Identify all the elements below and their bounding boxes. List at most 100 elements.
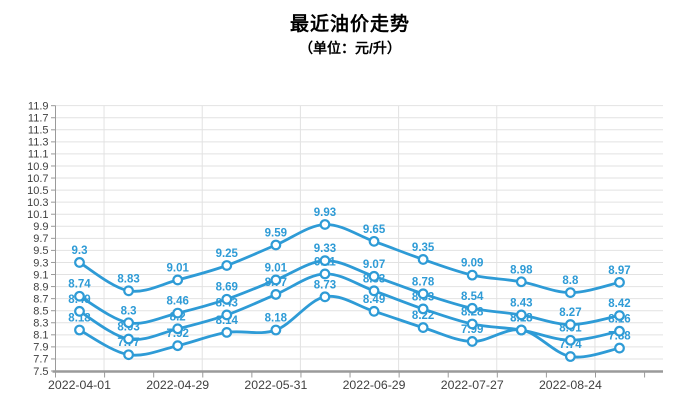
price-line-3-marker xyxy=(270,289,282,300)
chart-subtitle: （单位：元/升） xyxy=(299,40,401,56)
price-line-2-data-label: 8.46 xyxy=(166,296,188,308)
price-line-3-marker xyxy=(221,309,233,321)
price-line-1-marker xyxy=(417,254,429,265)
y-axis-label: 7.5 xyxy=(33,366,48,378)
price-line-4-marker xyxy=(565,351,576,362)
y-axis-label: 11.3 xyxy=(28,137,49,149)
y-axis-label: 10.5 xyxy=(27,185,48,197)
price-line-1-data-label: 9.65 xyxy=(363,224,386,236)
price-line-3-marker xyxy=(368,285,380,297)
price-line-4-marker xyxy=(172,340,184,352)
price-line-3-marker xyxy=(565,334,576,346)
price-line-1-data-label: 8.83 xyxy=(117,273,139,285)
y-axis-label: 8.7 xyxy=(33,293,48,305)
price-line-1-marker xyxy=(221,260,233,271)
price-line-3-marker xyxy=(319,268,331,280)
price-line-2-marker xyxy=(123,317,134,329)
x-axis-label: 2022-07-27 xyxy=(441,378,504,392)
price-line-2-data-label: 8.54 xyxy=(461,291,484,303)
price-line-1-path xyxy=(78,223,621,295)
y-axis-label: 7.7 xyxy=(33,354,48,366)
price-line-1-marker xyxy=(270,239,282,251)
price-line-4-data-label: 8.22 xyxy=(412,310,434,322)
price-line-4-marker xyxy=(319,291,331,303)
y-axis-label: 7.9 xyxy=(33,342,48,354)
price-line-1-data-label: 9.59 xyxy=(265,227,287,239)
y-axis-label: 8.5 xyxy=(33,306,48,318)
y-axis-label: 8.3 xyxy=(33,318,48,330)
price-line-3-marker xyxy=(417,303,429,315)
y-axis-label: 11.7 xyxy=(28,113,49,125)
price-line-2-marker xyxy=(614,310,625,321)
y-axis-label: 10.3 xyxy=(27,197,48,209)
x-axis-label: 2022-08-24 xyxy=(539,378,602,392)
price-line-2-marker xyxy=(417,288,429,300)
x-axis-label: 2022-05-31 xyxy=(244,378,307,392)
price-line-2-data-label: 8.78 xyxy=(412,276,435,288)
y-axis-label: 8.9 xyxy=(33,281,48,293)
price-line-3-marker xyxy=(614,325,625,337)
price-line-4-path xyxy=(78,294,621,359)
price-line-4-marker xyxy=(466,336,478,347)
y-axis-label: 11.5 xyxy=(28,125,49,137)
price-line-2-path xyxy=(78,259,621,327)
price-line-2-marker xyxy=(172,307,184,319)
price-line-1-data-label: 9.3 xyxy=(72,245,88,257)
price-line-2-marker xyxy=(466,302,478,314)
price-line-2-data-label: 9.33 xyxy=(314,243,336,255)
y-axis-label: 10.9 xyxy=(27,161,48,173)
price-line-3-marker xyxy=(74,305,85,317)
price-line-2-marker xyxy=(319,255,331,267)
x-axis-label: 2022-04-29 xyxy=(146,378,209,392)
price-line-4-marker xyxy=(74,324,85,336)
price-line-2-marker xyxy=(565,319,576,330)
chart-title: 最近油价走势 xyxy=(289,14,410,35)
price-line-2-data-label: 8.42 xyxy=(608,298,630,310)
x-axis-label: 2022-06-29 xyxy=(343,378,406,392)
price-line-1-marker xyxy=(368,235,380,247)
y-axis-label: 11.9 xyxy=(28,100,49,112)
y-axis-label: 11.1 xyxy=(28,149,49,161)
y-axis-label: 9.3 xyxy=(33,257,48,269)
price-line-4-data-label: 8.18 xyxy=(265,312,288,324)
price-line-2-data-label: 9.07 xyxy=(363,259,385,271)
y-axis-label: 10.7 xyxy=(27,173,48,185)
price-line-2-data-label: 8.3 xyxy=(121,305,137,317)
price-line-2-data-label: 8.27 xyxy=(559,307,581,319)
price-line-2-marker xyxy=(74,290,85,302)
price-line-1-marker xyxy=(614,276,625,288)
price-line-4-marker xyxy=(417,322,429,333)
price-line-1-marker xyxy=(74,257,85,268)
price-line-1-marker xyxy=(172,274,184,286)
y-axis-label: 9.9 xyxy=(33,221,48,233)
price-line-1-data-label: 8.98 xyxy=(510,264,533,276)
price-line-4-data-label: 8.73 xyxy=(314,279,336,291)
price-line-2-marker xyxy=(515,309,527,321)
x-axis-label: 2022-04-01 xyxy=(48,378,111,392)
price-line-1-data-label: 9.09 xyxy=(461,258,483,270)
price-line-4-data-label: 7.99 xyxy=(461,324,483,336)
price-line-3-marker xyxy=(466,318,478,330)
price-line-1-data-label: 8.97 xyxy=(608,265,630,277)
y-axis-label: 9.7 xyxy=(33,233,48,245)
price-line-2-data-label: 8.43 xyxy=(510,297,532,309)
price-line-1-marker xyxy=(466,269,478,281)
y-axis-label: 9.1 xyxy=(33,269,48,281)
price-line-2-data-label: 8.74 xyxy=(68,279,91,291)
price-line-4-marker xyxy=(123,349,134,361)
price-line-1-data-label: 9.35 xyxy=(412,242,435,254)
price-line-4-marker xyxy=(614,342,625,354)
price-line-1-data-label: 9.25 xyxy=(216,248,239,260)
price-line-4-data-label: 8.49 xyxy=(363,294,385,306)
price-line-3-marker xyxy=(172,323,184,335)
price-line-2-marker xyxy=(221,293,233,305)
price-line-4-marker xyxy=(270,324,282,336)
price-line-1-marker xyxy=(319,219,331,230)
price-line-4-marker xyxy=(221,327,233,338)
price-line-1-data-label: 8.8 xyxy=(562,275,579,287)
price-line-3-marker xyxy=(515,324,527,336)
price-line-4-marker xyxy=(368,305,380,317)
price-line-1-data-label: 9.01 xyxy=(166,262,189,274)
